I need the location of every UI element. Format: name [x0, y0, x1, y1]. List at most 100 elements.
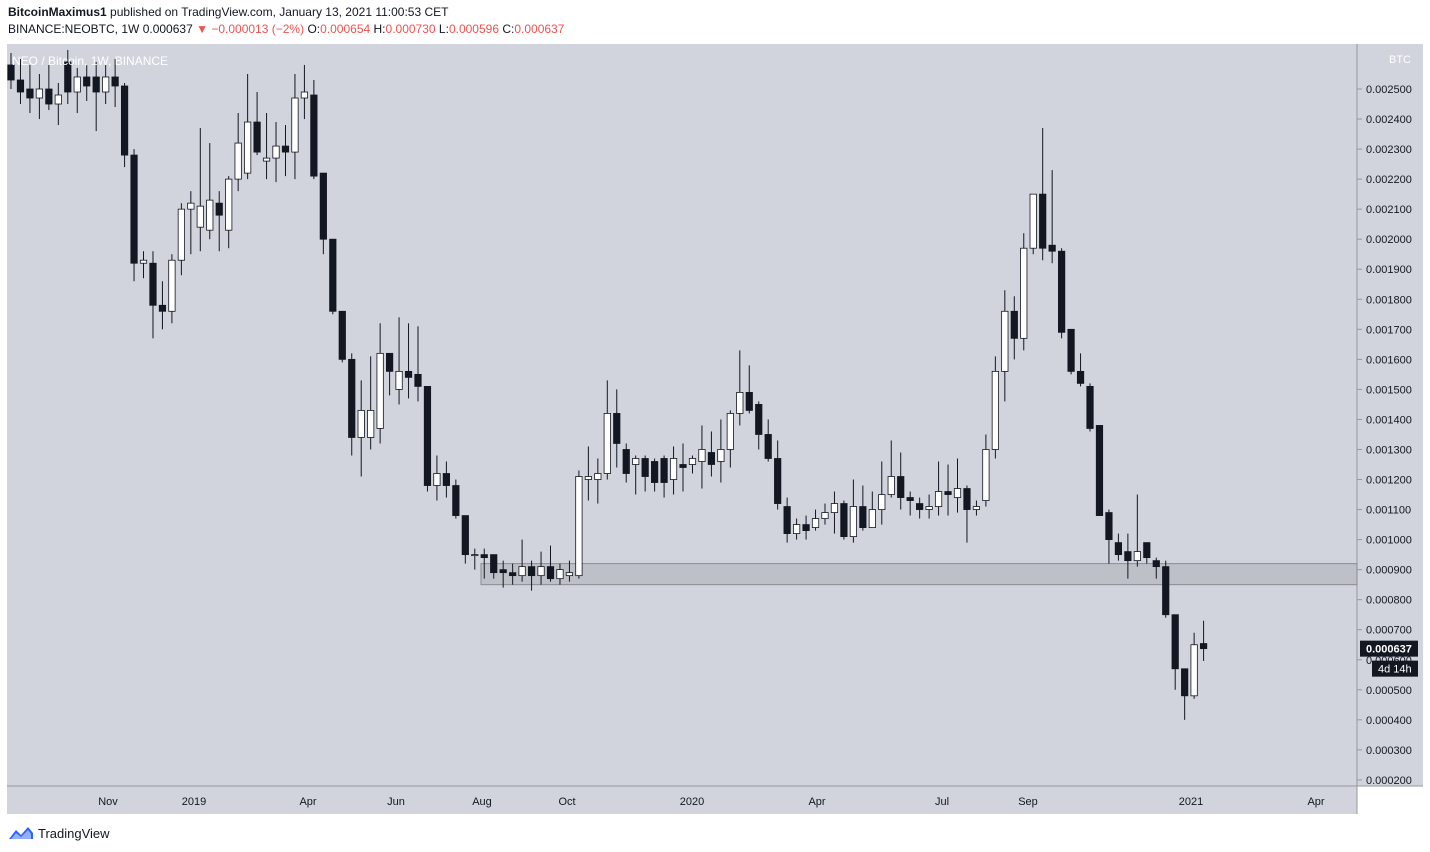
candle[interactable] — [414, 326, 422, 402]
candle[interactable] — [215, 191, 223, 252]
candle[interactable] — [120, 82, 129, 168]
candle[interactable] — [1181, 668, 1189, 720]
candle[interactable] — [537, 551, 545, 585]
candle[interactable] — [404, 323, 413, 399]
candle[interactable] — [480, 548, 488, 579]
candle[interactable] — [565, 560, 574, 582]
candle[interactable] — [338, 310, 346, 363]
candle[interactable] — [669, 446, 678, 495]
candle[interactable] — [73, 67, 81, 114]
candle[interactable] — [546, 545, 555, 582]
candle[interactable] — [1114, 533, 1123, 561]
candle[interactable] — [1199, 620, 1208, 661]
candle[interactable] — [16, 58, 25, 105]
candle[interactable] — [442, 461, 450, 498]
candle[interactable] — [1152, 557, 1160, 579]
candle[interactable] — [329, 238, 337, 315]
candle[interactable] — [385, 352, 394, 396]
candle[interactable] — [764, 419, 772, 462]
candle[interactable] — [92, 61, 100, 132]
candle[interactable] — [139, 251, 148, 279]
candle[interactable] — [7, 52, 15, 89]
candle[interactable] — [206, 143, 214, 240]
candle[interactable] — [934, 461, 943, 516]
candle[interactable] — [953, 458, 962, 513]
candle[interactable] — [149, 251, 157, 339]
candle[interactable] — [868, 491, 876, 528]
candle[interactable] — [1143, 542, 1151, 564]
candle[interactable] — [1001, 290, 1009, 402]
candle[interactable] — [982, 434, 990, 507]
candle[interactable] — [367, 356, 375, 450]
candle[interactable] — [518, 539, 526, 582]
candle[interactable] — [291, 73, 299, 180]
candle[interactable] — [262, 113, 271, 180]
candle[interactable] — [234, 113, 242, 192]
candle[interactable] — [792, 518, 801, 540]
candle[interactable] — [452, 479, 460, 519]
candle[interactable] — [1124, 533, 1132, 579]
candle[interactable] — [783, 497, 791, 543]
candle[interactable] — [707, 431, 716, 477]
candle[interactable] — [830, 491, 839, 534]
candle[interactable] — [849, 479, 857, 543]
candle[interactable] — [102, 64, 110, 105]
candle[interactable] — [527, 560, 536, 591]
candle[interactable] — [433, 455, 441, 501]
candle[interactable] — [83, 64, 91, 102]
candle[interactable] — [651, 458, 659, 492]
candle[interactable] — [906, 491, 914, 516]
candle[interactable] — [1162, 560, 1170, 618]
candle[interactable] — [253, 92, 261, 156]
candle[interactable] — [556, 563, 564, 585]
candle[interactable] — [991, 356, 999, 459]
author-name[interactable]: BitcoinMaximus1 — [8, 5, 107, 19]
candle[interactable] — [26, 64, 34, 114]
candle[interactable] — [1095, 425, 1104, 516]
candle[interactable] — [1076, 353, 1085, 387]
candle[interactable] — [1190, 632, 1198, 699]
candle[interactable] — [603, 380, 611, 480]
candle[interactable] — [821, 503, 829, 525]
candle[interactable] — [641, 455, 649, 492]
candle[interactable] — [376, 323, 384, 444]
candle[interactable] — [575, 470, 583, 579]
candle[interactable] — [887, 440, 895, 498]
candle[interactable] — [897, 452, 905, 510]
candle[interactable] — [423, 385, 432, 492]
candle[interactable] — [802, 515, 810, 540]
candle[interactable] — [840, 500, 848, 540]
candle[interactable] — [168, 254, 176, 324]
candle[interactable] — [755, 401, 763, 450]
candle[interactable] — [632, 455, 640, 495]
candle[interactable] — [45, 64, 53, 111]
candle[interactable] — [972, 500, 981, 516]
candle[interactable] — [584, 446, 592, 501]
candle[interactable] — [726, 410, 734, 468]
candle[interactable] — [1133, 494, 1141, 567]
tradingview-footer[interactable]: TradingView — [8, 825, 110, 841]
candle[interactable] — [1105, 509, 1113, 564]
candle[interactable] — [1171, 614, 1179, 690]
candle[interactable] — [660, 455, 668, 498]
candle[interactable] — [348, 353, 356, 456]
candle[interactable] — [490, 554, 498, 579]
candle[interactable] — [54, 82, 62, 126]
candle[interactable] — [594, 458, 602, 504]
candle[interactable] — [130, 149, 138, 282]
candle[interactable] — [925, 494, 933, 519]
time-scale[interactable] — [7, 786, 1357, 814]
candle[interactable] — [357, 380, 365, 477]
candle[interactable] — [1039, 128, 1047, 261]
candle[interactable] — [158, 281, 167, 330]
candle[interactable] — [811, 509, 820, 531]
candle[interactable] — [499, 560, 507, 588]
candle[interactable] — [111, 58, 119, 108]
candle[interactable] — [963, 485, 971, 543]
candle[interactable] — [244, 73, 252, 180]
candle[interactable] — [1010, 296, 1018, 360]
candle[interactable] — [1029, 193, 1037, 255]
candle[interactable] — [774, 440, 782, 510]
candle[interactable] — [395, 317, 403, 405]
candle[interactable] — [196, 128, 204, 252]
